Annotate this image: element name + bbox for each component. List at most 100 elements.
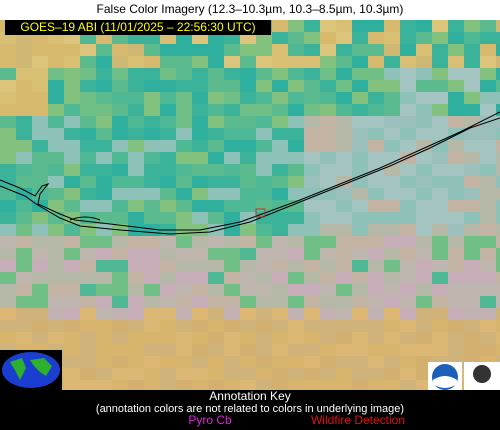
image-pixel (112, 356, 128, 368)
image-pixel (128, 260, 144, 272)
image-pixel (384, 272, 400, 284)
image-pixel (448, 68, 464, 80)
image-pixel (240, 320, 256, 332)
image-pixel (208, 320, 224, 332)
image-pixel (0, 188, 16, 200)
image-pixel (176, 332, 192, 344)
globe-logo (0, 350, 62, 390)
image-pixel (208, 92, 224, 104)
image-pixel (256, 164, 272, 176)
image-pixel (112, 296, 128, 308)
image-pixel (80, 68, 96, 80)
image-pixel (176, 152, 192, 164)
image-pixel (272, 80, 288, 92)
image-pixel (176, 80, 192, 92)
image-pixel (48, 104, 64, 116)
image-pixel (416, 176, 432, 188)
image-pixel (240, 344, 256, 356)
image-pixel (112, 188, 128, 200)
image-pixel (256, 320, 272, 332)
image-pixel (432, 224, 448, 236)
image-pixel (368, 56, 384, 68)
image-pixel (144, 356, 160, 368)
image-pixel (128, 296, 144, 308)
image-pixel (384, 284, 400, 296)
image-pixel (320, 128, 336, 140)
image-pixel (336, 368, 352, 380)
image-pixel (16, 176, 32, 188)
image-pixel (288, 284, 304, 296)
image-pixel (272, 248, 288, 260)
image-pixel (448, 248, 464, 260)
image-pixel (0, 320, 16, 332)
image-pixel (192, 116, 208, 128)
image-pixel (48, 68, 64, 80)
image-pixel (144, 248, 160, 260)
image-pixel (432, 248, 448, 260)
image-pixel (464, 128, 480, 140)
annotation-title: Annotation Key (209, 389, 290, 403)
image-pixel (480, 176, 496, 188)
image-pixel (432, 32, 448, 44)
image-pixel (112, 128, 128, 140)
image-pixel (192, 68, 208, 80)
image-pixel (416, 224, 432, 236)
image-pixel (208, 188, 224, 200)
image-pixel (0, 272, 16, 284)
image-pixel (208, 164, 224, 176)
image-pixel (256, 56, 272, 68)
image-pixel (16, 92, 32, 104)
image-pixel (384, 356, 400, 368)
image-pixel (368, 92, 384, 104)
image-pixel (464, 284, 480, 296)
image-pixel (192, 356, 208, 368)
image-pixel (272, 260, 288, 272)
image-pixel (224, 164, 240, 176)
image-pixel (320, 212, 336, 224)
image-pixel (336, 296, 352, 308)
image-pixel (432, 344, 448, 356)
image-pixel (160, 272, 176, 284)
image-pixel (400, 80, 416, 92)
image-pixel (304, 200, 320, 212)
image-pixel (336, 344, 352, 356)
image-pixel (400, 140, 416, 152)
image-pixel (64, 80, 80, 92)
image-pixel (368, 284, 384, 296)
image-pixel (304, 32, 320, 44)
image-pixel (336, 260, 352, 272)
image-pixel (208, 56, 224, 68)
image-pixel (208, 344, 224, 356)
image-pixel (80, 200, 96, 212)
image-pixel (96, 320, 112, 332)
image-pixel (400, 212, 416, 224)
image-pixel (128, 128, 144, 140)
image-pixel (320, 332, 336, 344)
image-pixel (96, 248, 112, 260)
image-pixel (32, 212, 48, 224)
image-pixel (496, 56, 500, 68)
image-pixel (64, 92, 80, 104)
image-pixel (368, 380, 384, 392)
image-pixel (240, 272, 256, 284)
image-pixel (496, 164, 500, 176)
label-box (5, 20, 271, 35)
image-pixel (64, 116, 80, 128)
image-pixel (16, 200, 32, 212)
image-pixel (416, 104, 432, 116)
image-pixel (272, 140, 288, 152)
image-pixel (128, 68, 144, 80)
image-pixel (112, 368, 128, 380)
satellite-label: GOES–19 ABI (11/01/2025 – 22:56:30 UTC) (20, 20, 255, 34)
image-pixel (304, 80, 320, 92)
image-pixel (256, 200, 272, 212)
image-pixel (496, 332, 500, 344)
image-pixel (320, 116, 336, 128)
image-pixel (128, 380, 144, 392)
image-pixel (320, 224, 336, 236)
image-pixel (336, 248, 352, 260)
image-pixel (128, 320, 144, 332)
image-pixel (208, 212, 224, 224)
image-pixel (144, 332, 160, 344)
image-pixel (192, 164, 208, 176)
